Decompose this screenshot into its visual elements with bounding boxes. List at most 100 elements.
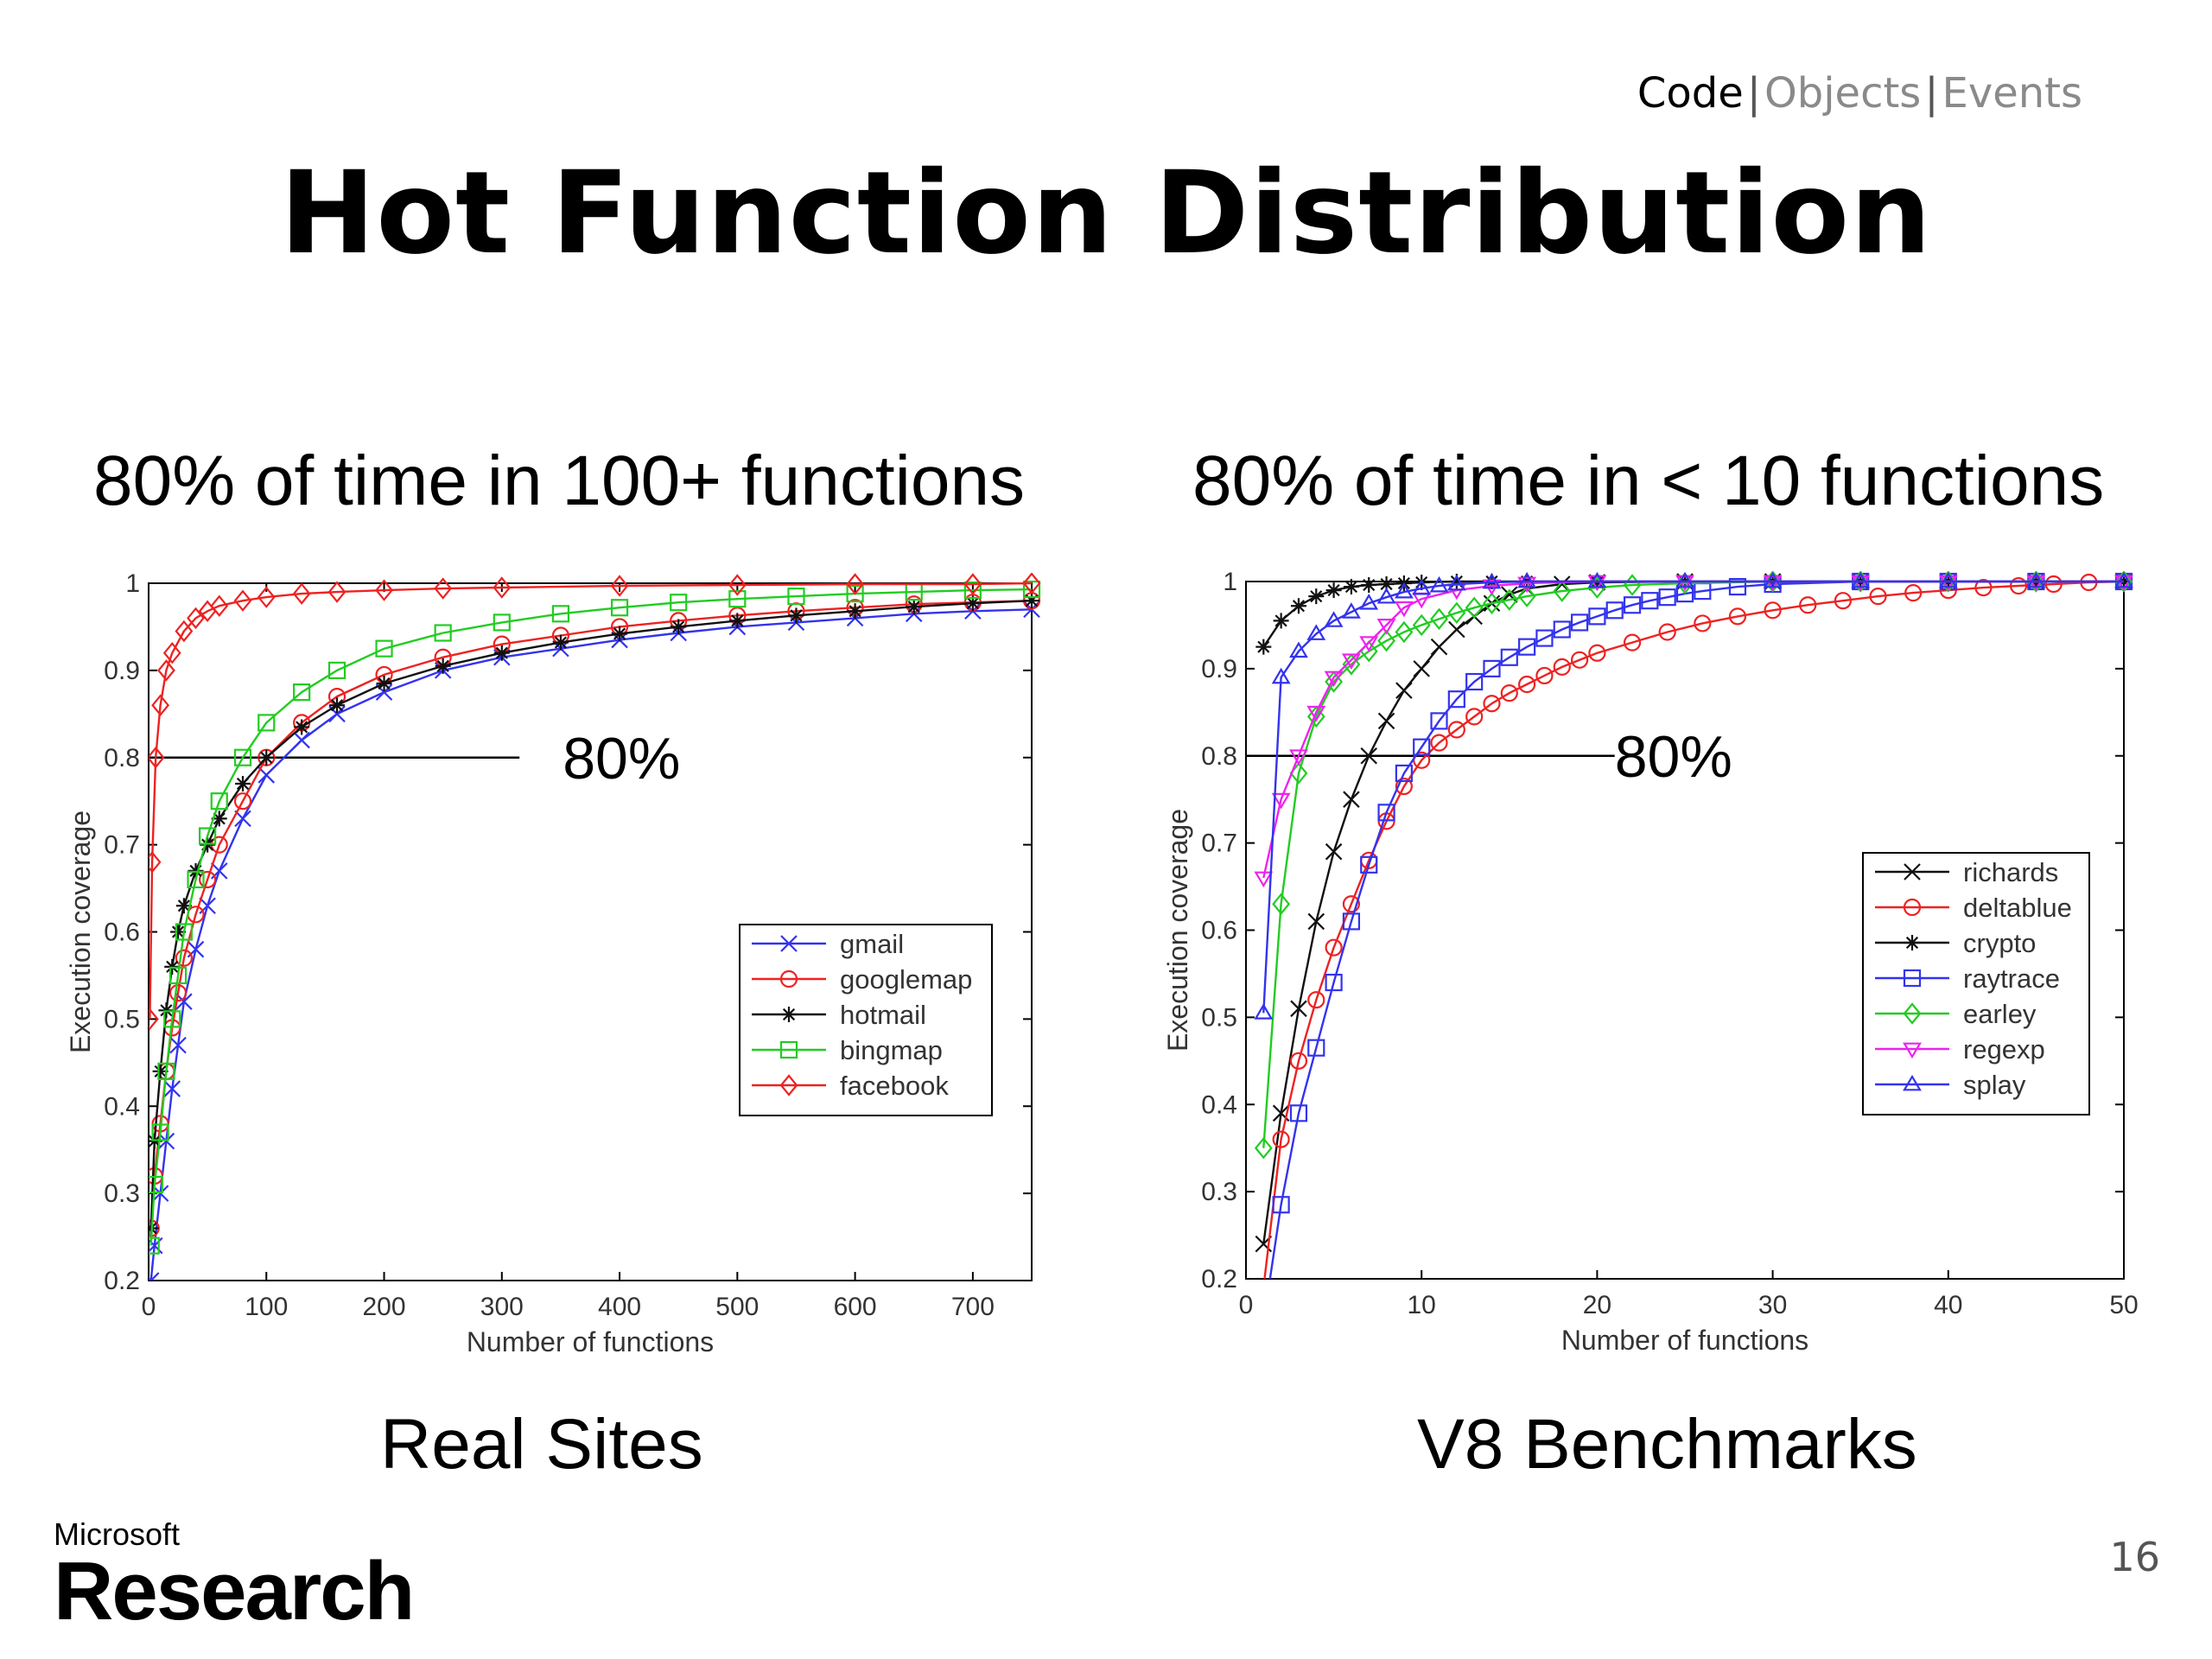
- y-tick-label: 0.7: [104, 831, 140, 860]
- data-point-facebook: [210, 594, 229, 617]
- y-tick-label: 0.4: [1201, 1090, 1237, 1119]
- data-point-splay: [2026, 571, 2046, 588]
- x-tick-label: 20: [1583, 1291, 1611, 1319]
- data-point-deltablue: [1764, 601, 1782, 620]
- data-point-bingmap: [233, 748, 252, 766]
- data-point-bingmap: [149, 1175, 163, 1194]
- x-tick-label: 50: [2109, 1291, 2138, 1319]
- legend-label-regexp: regexp: [1963, 1034, 2045, 1065]
- legend-label-crypto: crypto: [1963, 928, 2036, 958]
- data-point-crypto: [1378, 576, 1395, 593]
- data-point-raytrace: [1500, 648, 1518, 666]
- y-tick-label: 0.2: [104, 1267, 140, 1295]
- data-point-facebook: [327, 581, 346, 603]
- data-point-googlemap: [175, 949, 193, 967]
- legend-marker-bingmap: [779, 1040, 798, 1059]
- data-point-splay: [1482, 572, 1502, 589]
- data-point-deltablue: [1262, 1278, 1264, 1279]
- axis-ticks: 0 10 20 30 40 50 0.2 0.3 0.4 0.5 0.6 0.7 0.8 0.9 1: [1201, 568, 2138, 1319]
- data-point-raytrace: [1675, 585, 1694, 603]
- data-point-facebook: [846, 573, 865, 595]
- data-point-deltablue: [1588, 644, 1606, 662]
- nav-objects[interactable]: Objects: [1764, 69, 1922, 118]
- real-sites-chart: 0 100 200 300 400 500 600 700 0.2 0.3 0.4 0.5 0.6 0.7…: [65, 569, 1041, 1357]
- data-point-splay: [1271, 667, 1291, 684]
- data-point-bingmap: [728, 590, 747, 608]
- data-point-richards: [1395, 682, 1413, 699]
- data-point-facebook: [257, 586, 276, 608]
- data-point-deltablue: [1974, 578, 1993, 597]
- y-tick-label: 0.8: [104, 744, 140, 772]
- legend-marker-splay: [1903, 1074, 1922, 1091]
- data-point-earley: [1342, 653, 1361, 676]
- data-point-raytrace: [1570, 613, 1589, 632]
- nav-events[interactable]: Events: [1942, 69, 2082, 118]
- data-point-richards: [1448, 620, 1465, 639]
- data-point-crypto: [1448, 574, 1465, 589]
- v8-benchmarks-chart: 0 10 20 30 40 50 0.2 0.3 0.4 0.5 0.6 0.7 0.8 0.9 1 Numb…: [1162, 568, 2139, 1356]
- data-point-deltablue: [1342, 895, 1361, 913]
- data-point-deltablue: [1799, 596, 1817, 614]
- data-point-hotmail: [235, 776, 251, 792]
- data-point-regexp: [2026, 575, 2046, 592]
- data-point-gmail: [375, 683, 393, 701]
- x-tick-label: 700: [951, 1293, 995, 1321]
- data-point-hotmail: [294, 719, 310, 735]
- data-point-deltablue: [2044, 575, 2063, 594]
- x-axis-label: Number of functions: [467, 1326, 714, 1357]
- legend-label-gmail: gmail: [840, 929, 904, 959]
- y-tick-label: 0.3: [1201, 1178, 1237, 1206]
- data-point-hotmail: [612, 626, 628, 642]
- data-point-regexp: [1359, 636, 1379, 652]
- data-point-regexp: [1851, 575, 1871, 592]
- y-tick-label: 0.6: [104, 918, 140, 947]
- data-point-raytrace: [1518, 638, 1536, 656]
- x-tick-label: 10: [1408, 1291, 1436, 1319]
- legend-label-richards: richards: [1963, 857, 2058, 887]
- data-point-deltablue: [1694, 614, 1712, 632]
- data-point-earley: [1465, 596, 1484, 619]
- data-point-raytrace: [1307, 1039, 1325, 1057]
- data-point-richards: [1307, 912, 1325, 931]
- data-point-deltablue: [1658, 623, 1676, 641]
- legend-label-splay: splay: [1963, 1070, 2026, 1100]
- legend-marker-googlemap: [779, 969, 798, 988]
- data-point-deltablue: [1834, 592, 1852, 610]
- right-subtitle: 80% of time in < 10 functions: [1192, 442, 2105, 520]
- data-point-splay: [1394, 582, 1414, 599]
- data-point-splay: [1517, 571, 1537, 588]
- legend-label-hotmail: hotmail: [840, 1000, 926, 1030]
- series-line-raytrace: [1268, 580, 2124, 1279]
- data-point-splay: [1851, 571, 1871, 588]
- data-point-bingmap: [175, 923, 193, 941]
- data-point-splay: [1289, 641, 1308, 658]
- data-point-raytrace: [1588, 607, 1606, 626]
- series-line-deltablue: [1263, 580, 2125, 1279]
- data-point-hotmail: [788, 607, 804, 624]
- data-point-hotmail: [1024, 593, 1039, 609]
- axis-ticks: 0 100 200 300 400 500 600 700 0.2 0.3 0.4 0.5 0.6 0.7…: [104, 569, 1032, 1321]
- nav-code[interactable]: Code: [1637, 69, 1744, 118]
- data-point-bingmap: [293, 683, 311, 702]
- data-point-splay: [1341, 602, 1361, 619]
- data-point-bingmap: [157, 1062, 175, 1081]
- y-tick-label: 0.9: [1201, 655, 1237, 683]
- data-point-raytrace: [1658, 588, 1676, 607]
- data-point-facebook: [292, 582, 311, 605]
- data-point-deltablue: [1465, 708, 1484, 726]
- data-point-richards: [1325, 842, 1343, 861]
- data-point-hotmail: [964, 595, 981, 612]
- data-point-splay: [1938, 571, 1958, 588]
- data-point-hotmail: [435, 658, 451, 674]
- y-tick-label: 0.3: [104, 1179, 140, 1208]
- data-point-raytrace: [1605, 601, 1624, 620]
- y-axis-label: Execution coverage: [65, 810, 96, 1053]
- data-point-googlemap: [199, 870, 217, 889]
- data-point-hotmail: [376, 676, 392, 692]
- data-point-splay: [1429, 575, 1449, 593]
- data-point-deltablue: [1395, 777, 1413, 796]
- data-point-regexp: [1254, 871, 1274, 888]
- data-point-splay: [2114, 571, 2133, 588]
- data-point-deltablue: [1535, 666, 1554, 685]
- data-point-earley: [1325, 671, 1344, 693]
